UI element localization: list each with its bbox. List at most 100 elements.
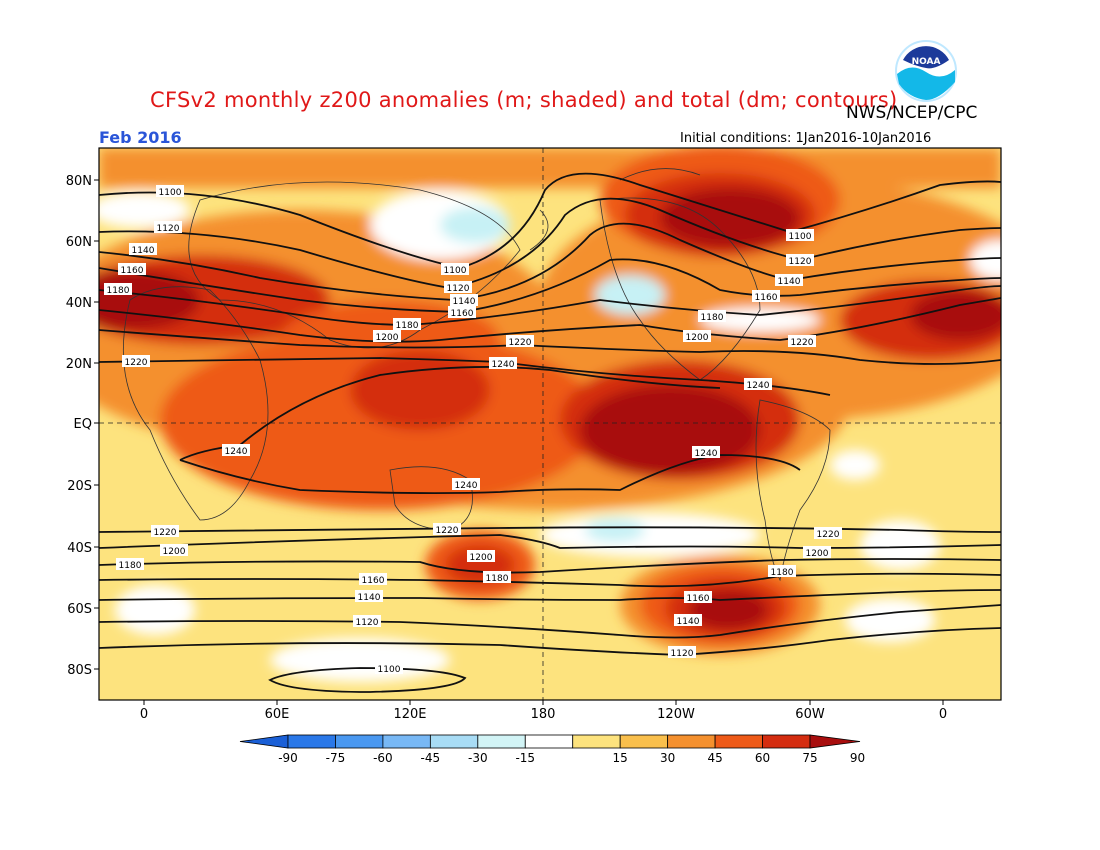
contour-label: 1140 [355,590,383,603]
colorbar-tick-label: 90 [850,751,865,765]
colorbar-segment [572,734,621,749]
contour-label: 1100 [786,229,814,242]
contour-label: 1120 [353,615,381,628]
colorbar-tick-label: -45 [421,751,441,765]
svg-text:1120: 1120 [789,257,812,267]
contour-label: 1160 [448,306,476,319]
colorbar-segment [382,734,431,749]
contour-label: 1180 [393,318,421,331]
svg-text:1160: 1160 [362,576,385,586]
contour-label: 1160 [684,591,712,604]
contour-label: 1240 [692,446,720,459]
contour-label: 1160 [359,573,387,586]
contour-label: 1140 [129,243,157,256]
source-label: NWS/NCEP/CPC [846,103,978,123]
contour-label: 1180 [104,283,132,296]
contour-label: 1220 [814,527,842,540]
contour-label: 1240 [222,444,250,457]
lon-tick-label: 180 [531,707,556,722]
contour-label: 1160 [752,290,780,303]
contour-label: 1180 [483,571,511,584]
contour-label: 1240 [452,478,480,491]
lat-tick-label: 20S [67,479,92,494]
colorbar-segment [429,734,479,749]
lat-tick-label: 60N [66,235,92,250]
colorbar-arrow-low [239,734,289,749]
chart-title: CFSv2 monthly z200 anomalies (m; shaded)… [150,88,898,112]
colorbar-segment [667,734,716,749]
noaa-logo: NOAA [895,40,957,102]
colorbar-arrow-high [809,734,861,749]
contour-label: 1220 [506,335,534,348]
lat-tick-label: 80S [67,663,92,678]
svg-text:1200: 1200 [806,549,829,559]
svg-text:1180: 1180 [701,313,724,323]
svg-text:1200: 1200 [163,547,186,557]
colorbar-segment [477,734,526,749]
svg-text:1120: 1120 [447,284,470,294]
height-contours [99,172,1001,693]
colorbar-tick-label: 75 [802,751,817,765]
contour-label: 1140 [674,614,702,627]
contour-label: 1200 [683,330,711,343]
colorbar: -90 -75 -60 -45 -30 -15 15 30 45 60 75 90 [239,734,865,765]
colorbar-tick-label: -30 [468,751,488,765]
contour-label: 1120 [154,221,182,234]
svg-text:1120: 1120 [157,224,180,234]
svg-text:1240: 1240 [747,381,770,391]
lon-tick-label: 0 [140,707,148,722]
latitude-axis: 80N 60N 40N 20N EQ 20S 40S 60S 80S [66,174,99,678]
colorbar-tick-label: -60 [373,751,393,765]
svg-text:1240: 1240 [695,449,718,459]
lon-tick-label: 60E [265,707,290,722]
initial-conditions-label: Initial conditions: 1Jan2016-10Jan2016 [680,131,932,146]
lat-tick-label: 20N [66,357,92,372]
svg-text:1240: 1240 [455,481,478,491]
svg-text:1100: 1100 [378,665,401,675]
colorbar-segment [524,734,574,749]
svg-text:1160: 1160 [755,293,778,303]
contour-label: 1120 [786,254,814,267]
svg-text:1160: 1160 [121,266,144,276]
svg-text:1220: 1220 [817,530,840,540]
svg-text:1140: 1140 [453,297,476,307]
contour-label: 1240 [744,378,772,391]
svg-text:1240: 1240 [492,360,515,370]
contour-label: 1240 [489,357,517,370]
lon-tick-label: 120E [393,707,426,722]
svg-text:1200: 1200 [376,333,399,343]
lat-tick-label: 40S [67,541,92,556]
contour-label: 1140 [775,274,803,287]
contour-label: 1140 [450,294,478,307]
contour-label: 1100 [156,185,184,198]
svg-text:1200: 1200 [686,333,709,343]
svg-text:1180: 1180 [486,574,509,584]
colorbar-segment [714,734,763,749]
colorbar-tick-label: 30 [660,751,675,765]
svg-text:1220: 1220 [509,338,532,348]
contour-label: 1120 [444,281,472,294]
svg-text:1120: 1120 [671,649,694,659]
colorbar-segment [287,734,336,749]
svg-text:1160: 1160 [687,594,710,604]
anomaly-shading [99,148,1001,700]
svg-text:1220: 1220 [125,358,148,368]
contour-label: 1180 [116,558,144,571]
svg-text:1180: 1180 [771,568,794,578]
lon-tick-label: 0 [939,707,947,722]
svg-text:1200: 1200 [470,553,493,563]
lat-tick-label: EQ [74,417,92,432]
svg-text:1140: 1140 [132,246,155,256]
contour-label: 1200 [160,544,188,557]
lat-tick-label: 60S [67,602,92,617]
colorbar-tick-label: 60 [755,751,770,765]
svg-text:1120: 1120 [356,618,379,628]
svg-text:1100: 1100 [789,232,812,242]
svg-text:1100: 1100 [444,266,467,276]
longitude-axis: 0 60E 120E 180 120W 60W 0 [140,700,947,722]
contour-label: 1200 [467,550,495,563]
svg-text:1180: 1180 [119,561,142,571]
lon-tick-label: 120W [657,707,695,722]
contour-label: 1100 [375,662,403,675]
